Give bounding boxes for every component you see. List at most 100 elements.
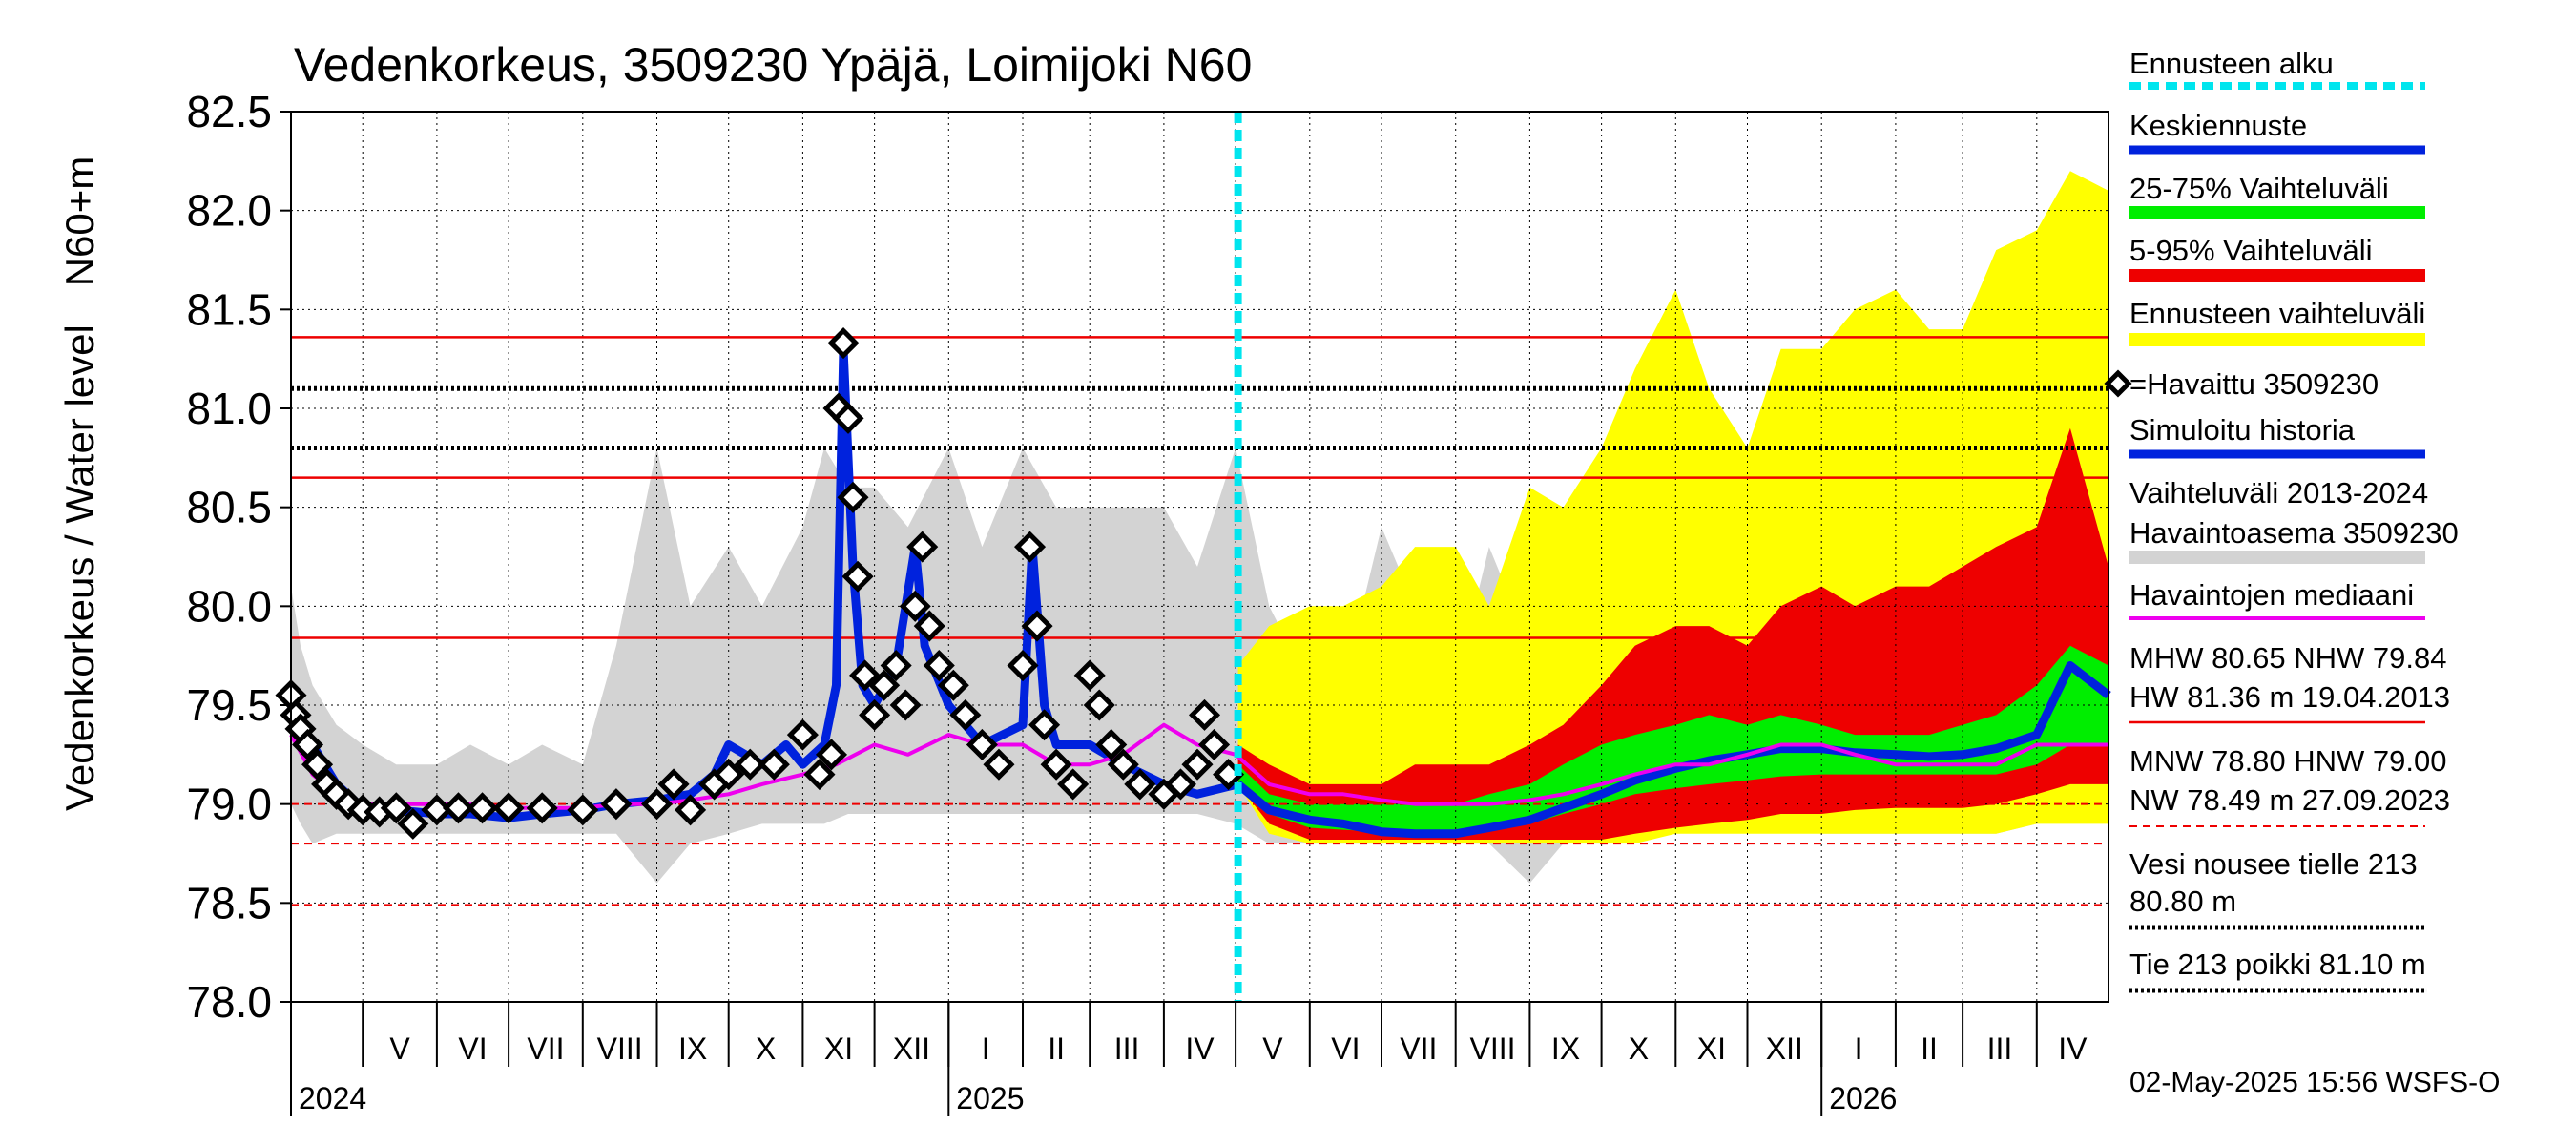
observed-point	[1028, 709, 1061, 741]
observed-point	[292, 728, 324, 761]
month-label: XI	[824, 1031, 853, 1066]
observed-point	[758, 748, 790, 781]
month-label: IV	[1185, 1031, 1215, 1066]
month-label: V	[389, 1031, 410, 1066]
observed-point	[1164, 768, 1196, 801]
observed-point	[786, 718, 819, 751]
legend-forecast-start-label: Ennusteen alku	[2129, 47, 2334, 80]
month-label: XII	[1766, 1031, 1803, 1066]
observed-point	[966, 728, 998, 761]
observed-point	[442, 792, 474, 824]
axes: 78.0 78.5 79.0 79.5 80.0 80.5 81.0 81.5 82.0 82.5…	[186, 87, 2088, 1116]
y-axis-unit-label: N60+m	[57, 156, 102, 287]
plot-frame	[290, 111, 2109, 1003]
observed-point	[983, 748, 1015, 781]
observed-point	[380, 792, 412, 824]
month-label: IV	[2058, 1031, 2088, 1066]
month-label: IX	[678, 1031, 707, 1066]
observed-point	[734, 748, 766, 781]
observed-point	[640, 788, 674, 821]
month-label: I	[982, 1031, 990, 1066]
month-label: II	[1921, 1031, 1938, 1066]
y-tick-label: 79.5	[186, 680, 272, 730]
month-label: II	[1048, 1031, 1065, 1066]
observed-point	[868, 669, 901, 701]
observed-point	[803, 759, 836, 791]
observed-point	[1007, 649, 1039, 682]
year-label: 2025	[956, 1081, 1024, 1115]
observed-point	[675, 794, 707, 826]
observed-point	[397, 807, 429, 840]
y-axis-label: Vedenkorkeus / Water level	[57, 324, 102, 811]
month-label: VIII	[597, 1031, 643, 1066]
reference-lines	[291, 336, 2109, 906]
legend-median-label: Havaintojen mediaani	[2129, 578, 2414, 612]
observed-point	[841, 560, 874, 593]
observed-point	[815, 739, 848, 771]
observed-point	[906, 531, 939, 563]
month-label: VII	[527, 1031, 564, 1066]
year-label: 2024	[299, 1081, 366, 1115]
y-tick-label: 78.0	[186, 977, 272, 1027]
line-keskiennuste	[1235, 661, 2111, 839]
observed-point	[1040, 748, 1072, 781]
month-label: XII	[893, 1031, 930, 1066]
observed-point	[1021, 610, 1053, 642]
y-tick-label: 82.5	[186, 87, 272, 136]
legend-stats-mnw: MNW 78.80 HNW 79.00	[2129, 744, 2447, 778]
legend-road-213-label: Vesi nousee tielle 213	[2129, 847, 2418, 881]
observed-point	[301, 748, 334, 781]
line-havaintojen-mediaani	[289, 722, 2109, 810]
chart-title: Vedenkorkeus, 3509230 Ypäjä, Loimijoki N…	[294, 38, 1252, 92]
observed-point	[1198, 728, 1231, 761]
observed-point	[466, 792, 499, 824]
observed-point	[832, 402, 864, 434]
observed-point	[859, 698, 891, 731]
observed-point	[1107, 748, 1139, 781]
footer-timestamp: 02-May-2025 15:56 WSFS-O	[2129, 1067, 2501, 1098]
month-label: III	[1987, 1031, 2013, 1066]
month-label: III	[1114, 1031, 1140, 1066]
year-label: 2026	[1829, 1081, 1897, 1115]
y-tick-label: 78.5	[186, 878, 272, 927]
y-tick-label: 80.5	[186, 483, 272, 532]
observed-point	[526, 792, 558, 824]
observed-point	[837, 481, 869, 513]
month-label: V	[1262, 1031, 1283, 1066]
observed-point	[1095, 728, 1128, 761]
legend-forecast-range-label: Ennusteen vaihteluväli	[2129, 297, 2425, 330]
observed-point	[923, 649, 955, 682]
month-label: VII	[1400, 1031, 1437, 1066]
observed-point	[849, 659, 882, 692]
legend-history-range-label-1: Vaihteluväli 2013-2024	[2129, 476, 2428, 510]
observed-point	[937, 669, 969, 701]
y-tick-label: 81.0	[186, 384, 272, 433]
band-25-75-vaihteluv-li	[1237, 645, 2109, 832]
legend-stats-hw: HW 81.36 m 19.04.2013	[2129, 680, 2450, 714]
observed-point	[1083, 689, 1115, 721]
legend-road-213-closed-label: Tie 213 poikki 81.10 m	[2129, 947, 2426, 981]
y-tick-label: 81.5	[186, 284, 272, 334]
observed-point	[1181, 748, 1214, 781]
month-label: XI	[1697, 1031, 1726, 1066]
observed-point	[1124, 768, 1156, 801]
observed-point	[899, 590, 931, 622]
legend-band-25-75-label: 25-75% Vaihteluväli	[2129, 172, 2389, 205]
observed-point	[657, 768, 690, 801]
observed-point	[1013, 531, 1047, 563]
month-label: VI	[1331, 1031, 1360, 1066]
observed-point	[949, 698, 982, 731]
observed-point	[600, 788, 633, 821]
legend-band-5-95-label: 5-95% Vaihteluväli	[2129, 234, 2372, 267]
legend-observed-label: =Havaittu 3509230	[2129, 367, 2379, 401]
y-tick-label: 80.0	[186, 581, 272, 631]
observed-point	[567, 794, 599, 826]
observed-point	[889, 689, 922, 721]
month-label: I	[1855, 1031, 1863, 1066]
legend-stats-mhw: MHW 80.65 NHW 79.84	[2129, 641, 2447, 675]
legend-observed-marker	[2104, 369, 2132, 398]
y-tick-label: 79.0	[186, 780, 272, 829]
legend-stats-nw: NW 78.49 m 27.09.2023	[2129, 783, 2450, 817]
observed-point	[1057, 768, 1090, 801]
